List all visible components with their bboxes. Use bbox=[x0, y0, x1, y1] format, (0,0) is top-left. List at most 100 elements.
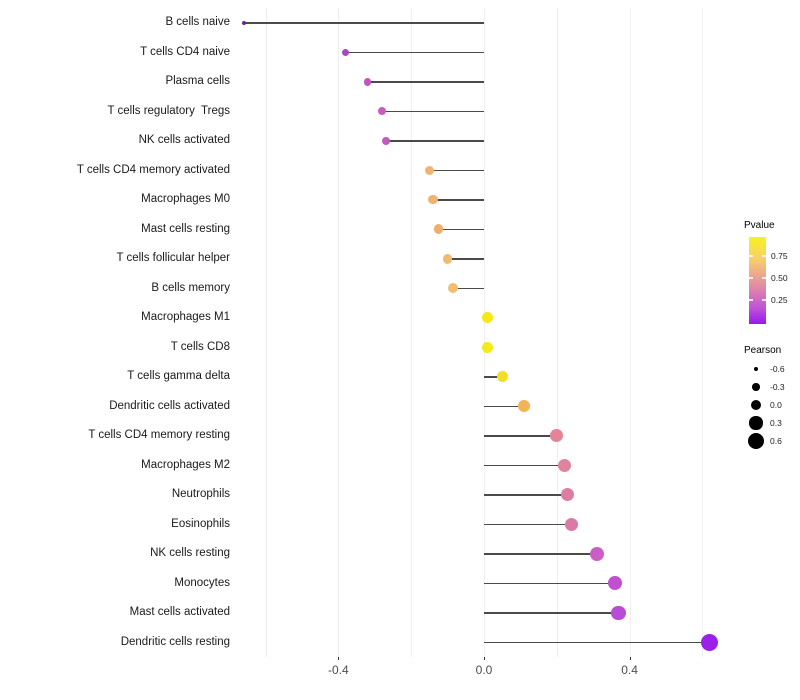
row-label: B cells memory bbox=[151, 281, 230, 294]
lollipop-stem bbox=[367, 81, 484, 83]
plot-panel bbox=[237, 8, 713, 657]
x-tick-mark bbox=[629, 657, 631, 660]
row-label: Dendritic cells activated bbox=[109, 399, 230, 412]
data-point-dot bbox=[433, 224, 444, 235]
data-point-dot bbox=[701, 633, 719, 651]
row-label: Plasma cells bbox=[165, 75, 230, 88]
lollipop-stem bbox=[484, 612, 619, 614]
data-point-dot bbox=[482, 341, 494, 353]
row-label: T cells CD4 naive bbox=[140, 45, 230, 58]
data-point-dot bbox=[342, 48, 350, 56]
pearson-legend-label: 0.0 bbox=[770, 400, 782, 410]
row-label: T cells follicular helper bbox=[116, 252, 230, 265]
pearson-legend-dot bbox=[747, 432, 765, 450]
lollipop-stem bbox=[484, 435, 557, 437]
row-label: T cells regulatory Tregs bbox=[107, 104, 230, 117]
row-label: Macrophages M0 bbox=[141, 193, 230, 206]
pvalue-legend-title: Pvalue bbox=[744, 220, 775, 231]
data-point-dot bbox=[378, 107, 387, 116]
gridline bbox=[338, 8, 340, 657]
lollipop-stem bbox=[484, 553, 597, 555]
pvalue-legend-tick bbox=[762, 277, 766, 279]
data-point-dot bbox=[442, 253, 453, 264]
pvalue-legend-tick bbox=[762, 299, 766, 301]
data-point-dot bbox=[496, 371, 508, 383]
gridline bbox=[265, 8, 267, 657]
row-label: T cells CD4 memory resting bbox=[88, 429, 230, 442]
data-point-dot bbox=[607, 576, 623, 591]
x-tick-label: 0.4 bbox=[621, 663, 638, 677]
data-point-dot bbox=[424, 165, 435, 175]
pearson-legend-dot bbox=[750, 399, 762, 411]
gridline bbox=[484, 8, 485, 657]
gridline bbox=[702, 8, 704, 657]
lollipop-stem bbox=[243, 22, 484, 24]
data-point-dot bbox=[363, 77, 372, 86]
data-point-dot bbox=[241, 20, 246, 25]
pearson-legend-label: -0.3 bbox=[770, 382, 785, 392]
lollipop-stem bbox=[484, 523, 572, 525]
data-point-dot bbox=[448, 283, 459, 294]
pvalue-gradient-bar bbox=[749, 237, 766, 324]
row-label: Macrophages M2 bbox=[141, 458, 230, 471]
lollipop-stem bbox=[484, 464, 565, 466]
row-label: Monocytes bbox=[174, 576, 230, 589]
data-point-dot bbox=[428, 195, 438, 205]
pvalue-legend-tick bbox=[762, 255, 766, 257]
pvalue-legend-tick bbox=[749, 255, 753, 257]
row-label: Dendritic cells resting bbox=[120, 635, 230, 648]
lollipop-stem bbox=[429, 169, 484, 171]
x-tick-label: 0.0 bbox=[475, 663, 493, 677]
x-tick-mark bbox=[338, 657, 340, 660]
lollipop-stem bbox=[484, 405, 525, 407]
x-tick-mark bbox=[484, 657, 485, 660]
pvalue-legend-label: 0.25 bbox=[771, 295, 788, 305]
data-point-dot bbox=[564, 517, 578, 531]
pearson-legend-dot bbox=[752, 383, 760, 391]
data-point-dot bbox=[557, 458, 571, 472]
data-point-dot bbox=[561, 488, 575, 502]
pvalue-legend-label: 0.50 bbox=[771, 273, 788, 283]
lollipop-stem bbox=[433, 199, 484, 201]
lollipop-stem bbox=[484, 376, 503, 378]
data-point-dot bbox=[518, 400, 530, 413]
lollipop-stem bbox=[385, 140, 484, 142]
lollipop-stem bbox=[447, 258, 484, 260]
gridline bbox=[629, 8, 631, 657]
row-label: B cells naive bbox=[165, 16, 230, 29]
lollipop-stem bbox=[345, 51, 484, 53]
data-point-dot bbox=[482, 312, 494, 324]
lollipop-stem bbox=[438, 228, 484, 230]
gridline bbox=[556, 8, 558, 657]
row-label: Eosinophils bbox=[171, 517, 230, 530]
data-point-dot bbox=[611, 605, 626, 620]
row-label: Macrophages M1 bbox=[141, 311, 230, 324]
pearson-legend-label: 0.6 bbox=[770, 436, 782, 446]
row-label: Mast cells resting bbox=[141, 222, 230, 235]
lollipop-stem bbox=[484, 582, 616, 584]
pvalue-legend-tick bbox=[749, 277, 753, 279]
x-tick-label: -0.4 bbox=[328, 663, 349, 677]
gridline bbox=[411, 8, 413, 657]
row-label: NK cells activated bbox=[138, 134, 230, 147]
pvalue-legend-label: 0.75 bbox=[771, 251, 788, 261]
lollipop-stem bbox=[484, 494, 568, 496]
data-point-dot bbox=[550, 429, 564, 443]
data-point-dot bbox=[589, 546, 604, 561]
row-label: Neutrophils bbox=[171, 488, 230, 501]
pearson-legend-dot bbox=[749, 416, 763, 430]
row-label: T cells gamma delta bbox=[127, 370, 230, 383]
pvalue-legend-tick bbox=[749, 299, 753, 301]
row-label: Mast cells activated bbox=[129, 606, 230, 619]
lollipop-stem bbox=[382, 110, 484, 112]
pearson-legend-label: 0.3 bbox=[770, 418, 782, 428]
pearson-legend-title: Pearson bbox=[744, 345, 782, 356]
pearson-legend-label: -0.6 bbox=[770, 364, 785, 374]
row-label: T cells CD8 bbox=[170, 340, 230, 353]
data-point-dot bbox=[381, 136, 390, 145]
row-label: T cells CD4 memory activated bbox=[76, 163, 230, 176]
lollipop-stem bbox=[453, 287, 484, 289]
lollipop-stem bbox=[484, 641, 710, 643]
row-label: NK cells resting bbox=[150, 547, 230, 560]
